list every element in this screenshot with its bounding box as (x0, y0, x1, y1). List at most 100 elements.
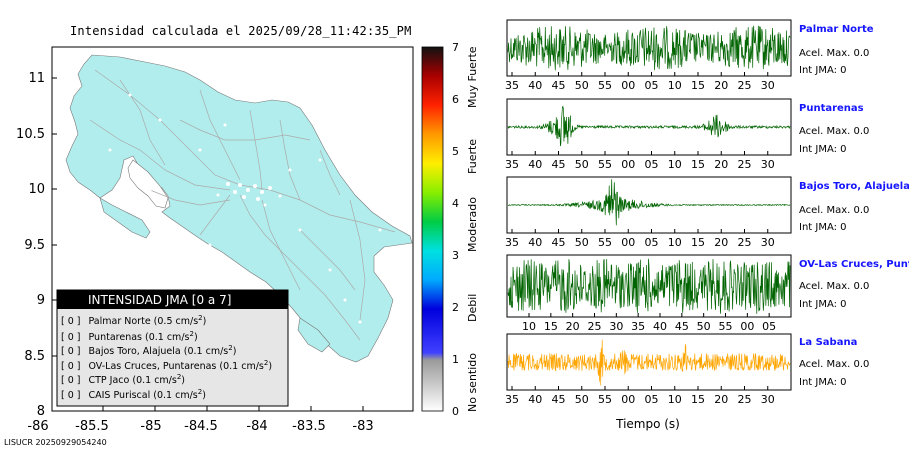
seismogram-tick-label: 05 (645, 79, 659, 92)
seismogram-tick-label: 50 (575, 79, 589, 92)
station-accel: Acel. Max. 0.0 (799, 359, 870, 370)
map-y-tick: 10.5 (16, 127, 45, 142)
map-x-tick: -86 (27, 419, 48, 434)
map-y-tick: 9.5 (24, 238, 45, 253)
seismogram-tick-label: 35 (505, 158, 519, 171)
colorbar-label: Muy Fuerte (466, 46, 479, 108)
seismogram-tick-label: 20 (566, 320, 580, 333)
seismogram-tick-label: 40 (528, 79, 542, 92)
seismogram-tick-label: 40 (653, 320, 667, 333)
map-y-tick: 10 (28, 182, 45, 197)
seismogram-tick-label: 00 (621, 236, 635, 249)
nicoya-peninsula (99, 197, 151, 239)
seismogram-tick-label: 20 (714, 79, 728, 92)
seismogram-tick-label: 25 (738, 158, 752, 171)
legend-item: [ 0 ] Palmar Norte (0.5 cm/s2) (61, 314, 206, 327)
station-name: Palmar Norte (799, 24, 874, 35)
seismogram-tick-label: 35 (505, 236, 519, 249)
colorbar-label: Fuerte (466, 139, 479, 174)
seismogram-tick-label: 30 (761, 158, 775, 171)
station-accel: Acel. Max. 0.0 (799, 126, 870, 137)
station-name: Bajos Toro, Alajuela (799, 181, 909, 192)
legend-items: [ 0 ] Palmar Norte (0.5 cm/s2) [ 0 ] Punta… (61, 314, 272, 401)
station-jma: Int JMA: 0 (799, 144, 847, 155)
map-y-tick: 11 (28, 71, 45, 86)
seismogram-tick-label: 15 (691, 158, 705, 171)
station-jma: Int JMA: 0 (799, 299, 847, 310)
seismogram-tick-label: 35 (631, 320, 645, 333)
colorbar-tick: 4 (452, 197, 459, 210)
seismogram-tick-label: 05 (645, 236, 659, 249)
map-x-tick-labels: -86 -85.5 -85 -84.5 -84 -83.5 -83 (27, 419, 373, 434)
seismogram-tick-label: 55 (598, 393, 612, 406)
seismogram-tick-label: 30 (761, 236, 775, 249)
colorbar-tick: 5 (452, 145, 459, 158)
map-x-tick: -83.5 (292, 419, 326, 434)
colorbar-tick: 3 (452, 249, 459, 262)
seismogram-tick-label: 45 (552, 236, 566, 249)
colorbar-label: No sentido (466, 353, 479, 412)
osa-peninsula (297, 317, 331, 353)
costa-rica-landmass (65, 54, 413, 363)
seismogram-tick-label: 30 (609, 320, 623, 333)
seismogram-tick-label: 10 (522, 320, 536, 333)
seismogram-tick-label: 20 (714, 393, 728, 406)
seismogram-tick-label: 45 (552, 393, 566, 406)
seismogram-tick-label: 25 (588, 320, 602, 333)
city-dots (108, 93, 382, 324)
map-y-tick-labels: 11 10.5 10 9.5 9 8.5 8 (16, 71, 45, 419)
seismogram-trace (507, 339, 791, 386)
station-jma: Int JMA: 0 (799, 222, 847, 233)
seismogram-tick-label: 30 (761, 79, 775, 92)
seismogram-tick-label: 35 (505, 393, 519, 406)
seismogram-tick-label: 00 (740, 320, 754, 333)
map-y-tick: 9 (37, 293, 45, 308)
seismogram-tick-label: 10 (668, 79, 682, 92)
station-accel: Acel. Max. 0.0 (799, 281, 870, 292)
map-x-tick: -85.5 (75, 419, 109, 434)
seismogram-tick-label: 20 (714, 236, 728, 249)
seismogram-tick-label: 25 (738, 393, 752, 406)
seismogram-tick-label: 45 (552, 79, 566, 92)
seismogram-tick-label: 00 (621, 79, 635, 92)
seismogram-tick-label: 00 (621, 158, 635, 171)
seismogram-tick-label: 55 (719, 320, 733, 333)
seismogram-tick-label: 35 (505, 79, 519, 92)
colorbar-label: Debil (466, 294, 479, 322)
station-name: Puntarenas (799, 103, 864, 114)
map-x-tick: -85 (140, 419, 161, 434)
station-jma: Int JMA: 0 (799, 377, 847, 388)
seismogram-tick-label: 55 (598, 158, 612, 171)
station-name: La Sabana (799, 337, 858, 348)
seismogram-tick-label: 15 (691, 236, 705, 249)
footer-id: LISUCR 20250929054240 (4, 438, 107, 447)
seismogram-tick-label: 45 (552, 158, 566, 171)
seismogram-tick-label: 50 (575, 393, 589, 406)
legend-item: [ 0 ] CTP Jaco (0.1 cm/s2) (61, 373, 185, 386)
seismogram-tick-label: 40 (528, 236, 542, 249)
seismogram-tick-label: 25 (738, 79, 752, 92)
seismogram-tick-label: 55 (598, 79, 612, 92)
seismogram-tick-label: 05 (645, 393, 659, 406)
seismogram-tick-label: 10 (668, 236, 682, 249)
gulf-of-nicoya (127, 159, 169, 209)
colorbar-labels: No sentido Debil Moderado Fuerte Muy Fue… (466, 46, 479, 412)
seismogram-trace (507, 179, 791, 226)
map-x-tick: -83 (352, 419, 373, 434)
legend-header-bg (57, 290, 288, 309)
colorbar-tick: 2 (452, 301, 459, 314)
seismogram-tick-label: 05 (645, 158, 659, 171)
legend-box (56, 289, 289, 407)
colorbar-tick: 1 (452, 353, 459, 366)
map-y-tick: 8 (37, 404, 45, 419)
seismogram-trace (507, 258, 791, 314)
x-axis-label: Tiempo (s) (615, 417, 680, 431)
legend-item: [ 0 ] Bajos Toro, Alajuela (0.1 cm/s2) (61, 344, 236, 357)
road-network (89, 69, 396, 341)
map-axis-ticks (51, 77, 364, 412)
seismogram-tick-label: 25 (738, 236, 752, 249)
colorbar-tick: 7 (452, 41, 459, 54)
seismogram-tick-label: 20 (714, 158, 728, 171)
seismogram-tick-label: 00 (621, 393, 635, 406)
